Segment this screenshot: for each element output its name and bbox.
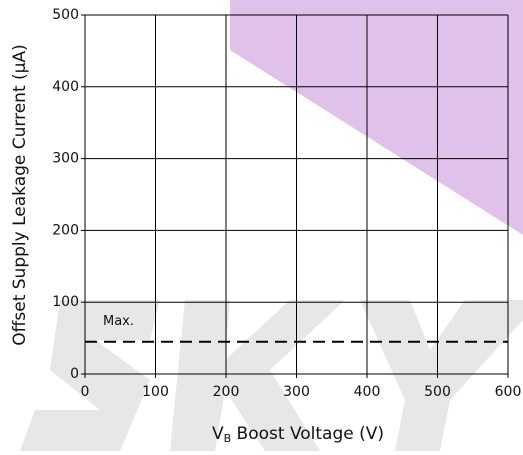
x-axis-label-part: V: [212, 424, 224, 444]
y-tick-label: 300: [52, 151, 79, 167]
y-tick-label: 400: [52, 79, 79, 95]
x-tick-label: 500: [424, 384, 451, 400]
x-axis-label: VB Boost Voltage (V): [212, 424, 384, 445]
x-axis-label-sub: B: [224, 432, 232, 445]
x-tick-label: 300: [283, 384, 310, 400]
x-tick-label: 200: [213, 384, 240, 400]
x-tick-label: 400: [354, 384, 381, 400]
y-tick-label: 100: [52, 294, 79, 310]
x-tick-label: 600: [495, 384, 522, 400]
y-tick-label: 200: [52, 222, 79, 238]
y-axis-label: Offset Supply Leakage Current (μA): [10, 44, 30, 345]
x-axis-label-part: Boost Voltage (V): [231, 424, 384, 444]
y-tick-label: 0: [70, 366, 79, 382]
watermark: [20, 0, 523, 451]
plot-area: 0 100 200 300 400 500 0 100 200 300 400 500 600 Max.: [52, 7, 521, 400]
y-tick-label: 500: [52, 7, 79, 23]
x-tick-label: 100: [142, 384, 169, 400]
x-tick-label: 0: [81, 384, 90, 400]
series-label: Max.: [103, 314, 134, 329]
